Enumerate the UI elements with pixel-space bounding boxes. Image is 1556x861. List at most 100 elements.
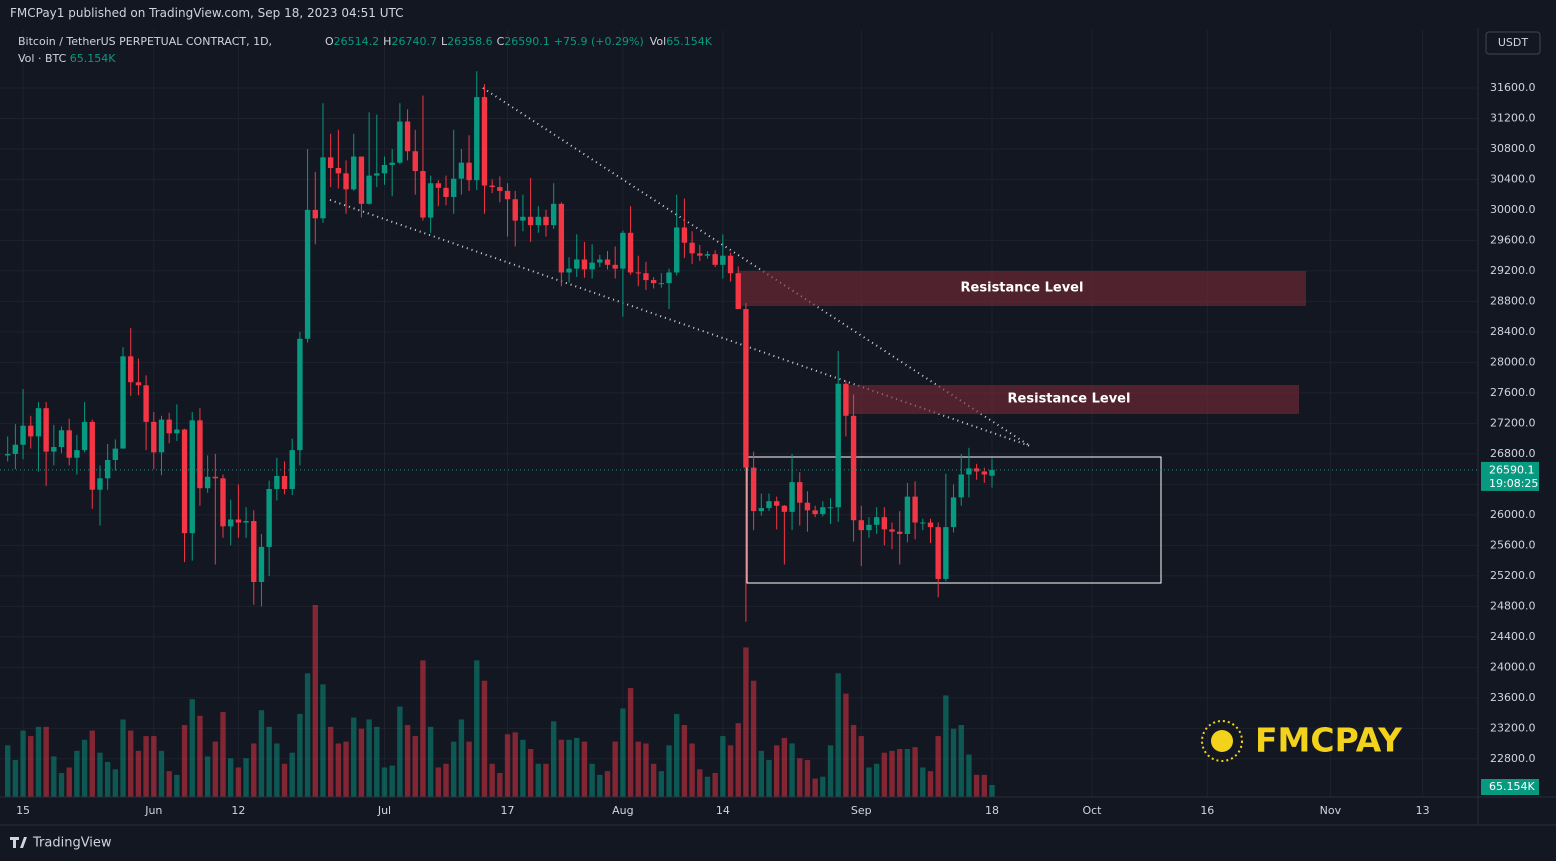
volume-bar (758, 750, 764, 797)
candle-body (28, 425, 34, 437)
candle-body (20, 425, 26, 445)
x-tick-label: Jul (377, 804, 391, 817)
candle-body (43, 408, 49, 452)
candle-body (197, 420, 203, 489)
candle-body (420, 171, 426, 218)
volume-bar (466, 741, 472, 797)
ohlc-key: O (325, 35, 334, 48)
pane (0, 28, 1556, 825)
candle-body (912, 496, 918, 523)
candle-body (604, 259, 611, 265)
candle-body (881, 517, 888, 530)
candle-body (474, 97, 480, 181)
candle-body (228, 519, 234, 527)
volume-bar (374, 726, 380, 797)
x-tick-label: Aug (612, 804, 633, 817)
volume-bar (4, 745, 11, 797)
candle-body (181, 429, 188, 534)
x-tick-label: Nov (1320, 804, 1342, 817)
volume-bar (973, 774, 980, 797)
candle-body (620, 232, 626, 269)
volume-bar (174, 774, 180, 797)
candle-body (804, 502, 811, 511)
volume-bar (966, 754, 972, 797)
candle-body (97, 478, 103, 490)
range-box (746, 456, 1162, 584)
candle-body (435, 183, 442, 188)
candle-body (174, 429, 180, 434)
y-tick-label: 30400.0 (1490, 172, 1536, 185)
volume-bar (658, 771, 665, 797)
y-tick-label: 23200.0 (1490, 721, 1536, 734)
x-tick-label: 15 (16, 804, 30, 817)
volume-bar (589, 763, 595, 797)
candle-body (458, 162, 465, 179)
volume-bar (235, 767, 242, 797)
volume-bar (443, 763, 449, 797)
candle-body (158, 419, 165, 453)
volume-bar (689, 743, 695, 797)
y-tick-label: 23600.0 (1490, 691, 1536, 704)
last-price-box (1481, 461, 1539, 491)
symbol: Bitcoin / TetherUS PERPETUAL CONTRACT, 1… (18, 35, 273, 48)
volume-bar (535, 763, 541, 797)
candle-body (612, 264, 618, 269)
candle-body (527, 216, 534, 226)
candle-body (858, 520, 864, 531)
ohlc-value: 26358.6 (447, 35, 493, 48)
candle-body (920, 522, 926, 524)
volume-bar (274, 743, 280, 797)
volume-bar (43, 726, 49, 797)
volume-bar (858, 736, 864, 797)
volume-bar (781, 737, 788, 797)
volume-bar (650, 763, 657, 797)
volume-bar (866, 767, 872, 797)
volume-last: 65.154K (1489, 780, 1535, 793)
candle-body (766, 501, 772, 509)
candle-body (558, 203, 565, 273)
volume-bar (366, 719, 372, 797)
candle-body (304, 209, 311, 339)
volume-bar (843, 693, 849, 797)
x-tick-label: Sep (851, 804, 872, 817)
candle-body (943, 527, 949, 579)
y-tick-label: 24800.0 (1490, 599, 1536, 612)
candle-body (773, 501, 780, 506)
y-tick-label: 25200.0 (1490, 569, 1536, 582)
candle-body (643, 273, 649, 281)
candle-body (266, 488, 272, 547)
candle-body (104, 460, 111, 479)
candle-body (35, 408, 42, 437)
volume-bar (766, 760, 772, 797)
candle-body (404, 121, 411, 152)
drawings: Resistance Level Resistance Level (329, 87, 1306, 584)
candle-body (274, 476, 280, 489)
ohlc-key: C (496, 35, 505, 48)
candle-body (789, 482, 795, 512)
volume-bar (381, 767, 388, 797)
y-tick-label: 31600.0 (1490, 81, 1536, 94)
volume-bar (97, 752, 103, 797)
candle-body (258, 546, 265, 582)
x-tick-label: 14 (716, 804, 730, 817)
volume-bar (735, 723, 741, 797)
volume-bar (474, 660, 480, 797)
candle-body (897, 531, 903, 534)
volume-bar (727, 745, 734, 797)
volume-bar (935, 736, 941, 797)
candle-body (481, 97, 488, 186)
volume-bar (151, 736, 157, 797)
ohlc-value: 26740.7 (391, 35, 437, 48)
volume-bar (435, 767, 442, 797)
logo: FMCPAY (1201, 720, 1403, 762)
volume-bar (520, 739, 526, 797)
volume-bar (981, 774, 987, 797)
volume-bar (181, 725, 188, 797)
candle-body (550, 203, 557, 226)
candle-body (635, 272, 641, 274)
volume-bar (266, 726, 272, 797)
candle-body (650, 280, 657, 284)
volume-bar (597, 774, 603, 797)
volume-bar (351, 717, 357, 797)
